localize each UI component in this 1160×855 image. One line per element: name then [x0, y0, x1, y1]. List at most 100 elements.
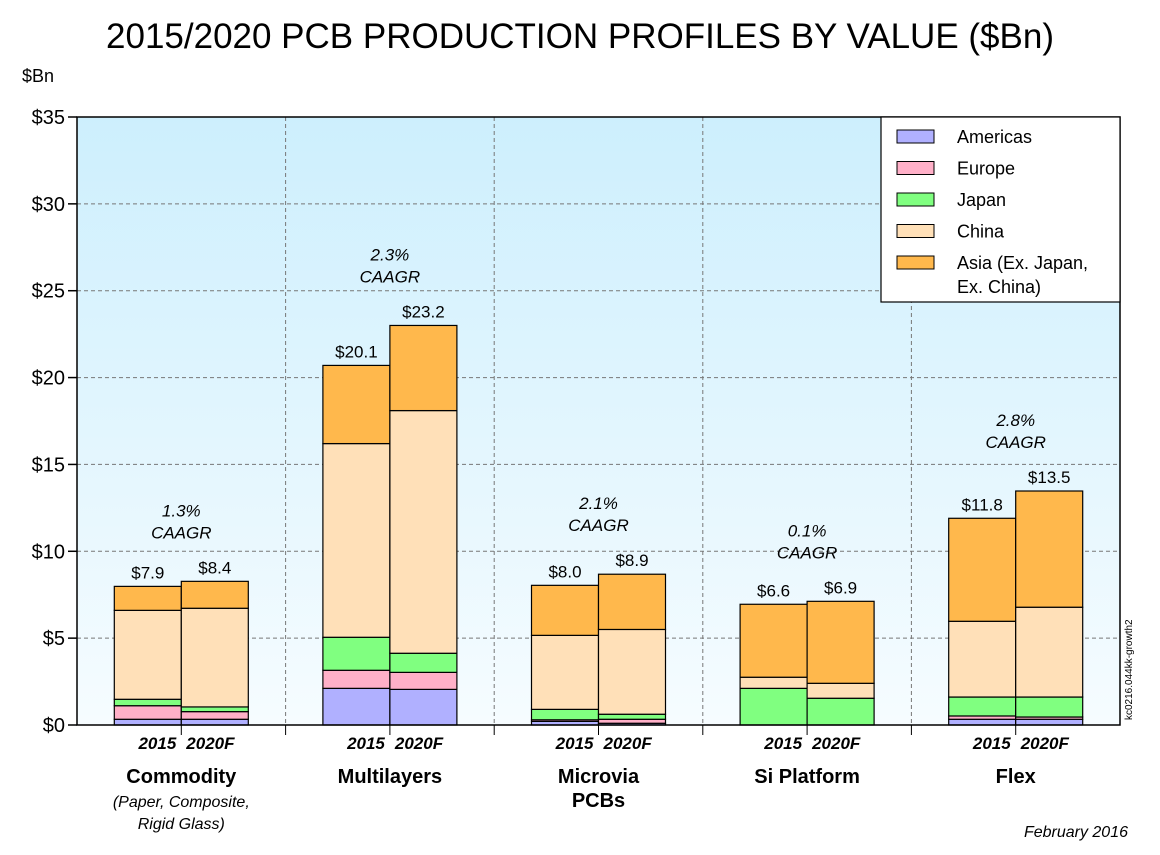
bar-segment-china [530, 634, 600, 710]
x-category-label: Multilayers [338, 766, 442, 788]
source-date: February 2016 [1024, 824, 1128, 841]
caagr-label: CAAGR [568, 516, 628, 535]
caagr-label: CAAGR [151, 523, 211, 542]
y-tick-label: $15 [32, 454, 65, 476]
legend-swatch [896, 255, 935, 270]
caagr-value: 2.1% [578, 494, 618, 513]
y-axis-label: $Bn [22, 66, 54, 86]
bar-segment-japan [180, 706, 249, 713]
bar-segment-asia [1015, 490, 1084, 608]
legend-swatch [896, 224, 935, 238]
bar-segment-japan [948, 696, 1017, 717]
bar-segment-americas [113, 718, 182, 726]
y-tick-label: $25 [32, 281, 65, 303]
x-year-label: 2015 [346, 734, 385, 753]
legend-swatch [896, 192, 935, 207]
y-tick-label: $20 [32, 368, 65, 390]
legend-label: Japan [957, 190, 1006, 210]
bar-segment-china [948, 620, 1017, 698]
x-category-label: Microvia [558, 766, 640, 788]
bar-segment-china [180, 607, 249, 708]
bar-segment-japan [806, 697, 875, 726]
bar-segment-china [389, 409, 458, 654]
bar-segment-japan [530, 708, 600, 721]
bar-segment-china [113, 609, 182, 700]
legend-label: Asia (Ex. Japan, [957, 253, 1088, 273]
bar-segment-asia [948, 517, 1017, 622]
total-label: $13.5 [1028, 468, 1071, 487]
legend-label: China [957, 222, 1005, 242]
bar-segment-japan [113, 698, 182, 707]
x-category-label: Flex [996, 766, 1036, 788]
chart-title: 2015/2020 PCB PRODUCTION PROFILES BY VAL… [106, 17, 1054, 56]
bar-segment-europe [180, 711, 249, 720]
caagr-label: CAAGR [777, 543, 837, 562]
bar-segment-asia [113, 585, 182, 611]
bar-segment-japan [389, 652, 458, 673]
caagr-value: 1.3% [162, 501, 201, 520]
bar-segment-europe [113, 705, 182, 720]
bar-segment-china [322, 442, 391, 638]
bar-segment-asia [180, 580, 249, 609]
bar-segment-japan [597, 713, 667, 720]
bar-segment-asia [597, 573, 667, 631]
x-year-label: 2015 [137, 734, 176, 753]
bar-segment-asia [389, 324, 458, 412]
bar-segment-americas [389, 688, 458, 726]
x-year-label: 2015 [972, 734, 1011, 753]
legend-swatch [896, 161, 935, 175]
bar-segment-europe [322, 669, 391, 689]
total-label: $8.4 [198, 558, 231, 577]
caagr-value: 2.3% [370, 245, 410, 264]
bar-segment-china [739, 676, 808, 689]
x-category-label: PCBs [572, 790, 625, 812]
total-label: $8.0 [548, 562, 581, 581]
x-category-label: Si Platform [754, 766, 860, 788]
y-tick-label: $5 [43, 628, 65, 650]
total-label: $23.2 [402, 302, 445, 321]
total-label: $6.9 [824, 578, 857, 597]
bar-segment-china [597, 628, 667, 715]
bar-segment-asia [530, 584, 600, 636]
legend-swatch [896, 129, 935, 144]
x-year-label: 2020F [1020, 734, 1070, 753]
bar-segment-japan [1015, 696, 1084, 718]
caagr-label: CAAGR [360, 267, 420, 286]
bar-segment-europe [389, 671, 458, 690]
total-label: $8.9 [615, 551, 648, 570]
legend-box [880, 116, 1121, 303]
bar-segment-asia [739, 603, 808, 678]
y-tick-label: $10 [32, 541, 65, 563]
bar-segment-asia [322, 364, 391, 445]
x-year-label: 2015 [555, 734, 594, 753]
x-year-label: 2020F [811, 734, 861, 753]
legend-label: Ex. China) [957, 277, 1041, 297]
y-tick-label: $0 [43, 715, 65, 737]
total-label: $6.6 [757, 581, 790, 600]
y-tick-label: $30 [32, 194, 65, 216]
x-year-label: 2020F [185, 734, 235, 753]
total-label: $20.1 [335, 342, 378, 361]
file-code: kc0216.044kk-growth2 [1124, 619, 1135, 720]
bar-segment-americas [180, 718, 249, 726]
caagr-value: 0.1% [788, 521, 827, 540]
bar-segment-china [1015, 606, 1084, 698]
y-tick-label: $35 [32, 107, 65, 129]
x-category-label: Commodity [126, 766, 237, 788]
total-label: $7.9 [131, 563, 164, 582]
x-year-label: 2020F [394, 734, 444, 753]
x-category-sublabel: Rigid Glass) [138, 816, 225, 833]
bar-segment-americas [948, 718, 1017, 726]
bar-segment-americas [1015, 718, 1084, 726]
legend: Americas Europe Japan China Asia (Ex. Japan,… [880, 116, 1121, 303]
caagr-label: CAAGR [985, 433, 1045, 452]
total-label: $11.8 [962, 495, 1003, 514]
bar-segment-china [806, 682, 875, 699]
bar-segment-japan [322, 636, 391, 671]
bar-segment-asia [806, 600, 875, 684]
legend-label: Americas [957, 127, 1032, 147]
bar-segment-japan [739, 687, 808, 726]
x-year-label: 2015 [763, 734, 802, 753]
bar-segment-americas [322, 687, 391, 726]
